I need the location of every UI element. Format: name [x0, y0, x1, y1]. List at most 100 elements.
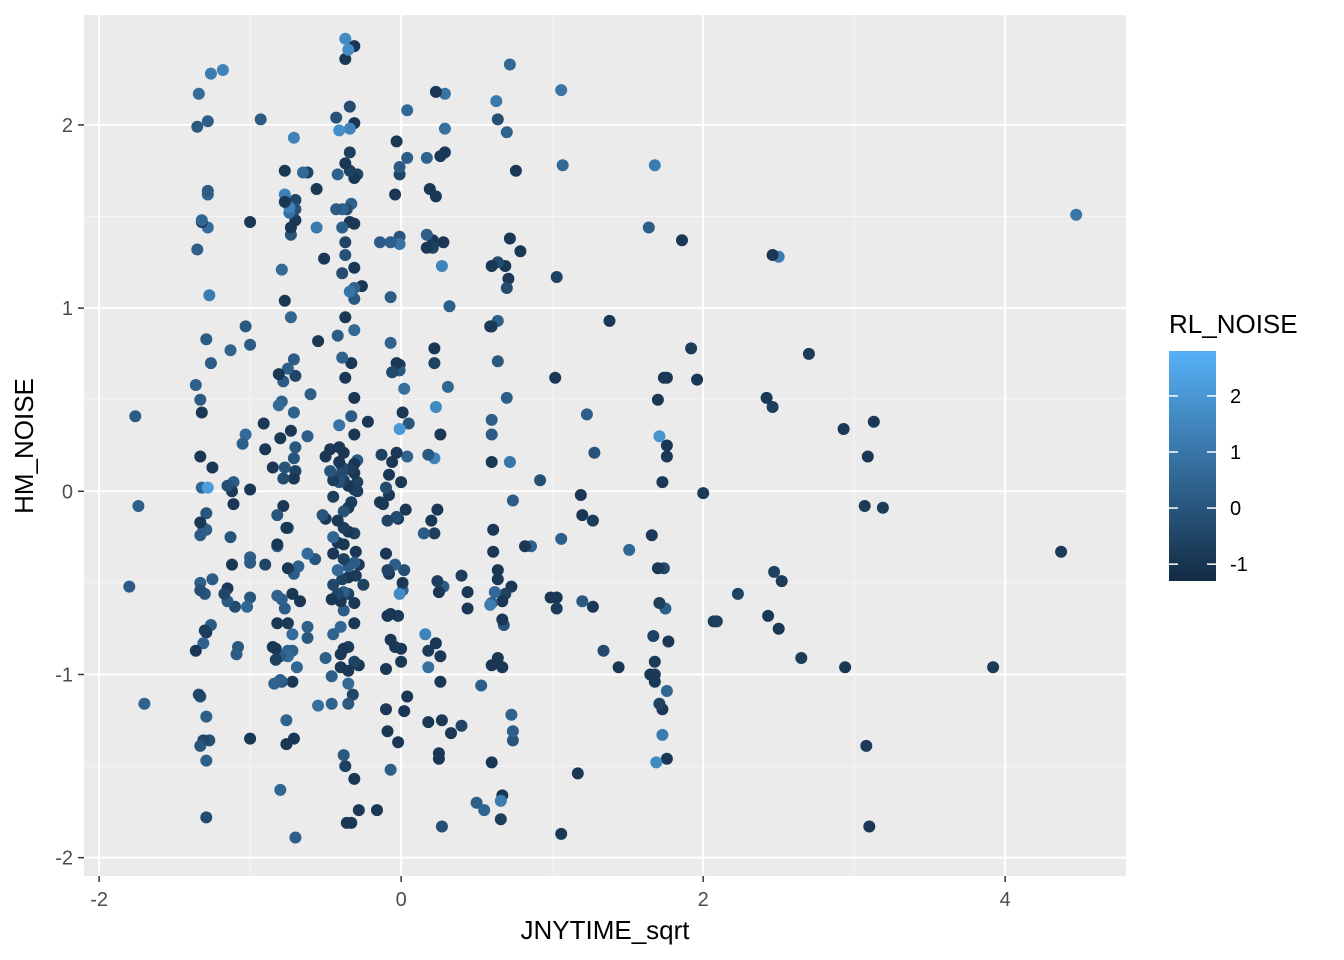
data-point: [506, 734, 519, 747]
data-point: [337, 505, 350, 518]
data-point: [339, 760, 352, 773]
data-point: [384, 291, 397, 304]
data-point: [278, 294, 291, 307]
data-point: [383, 468, 395, 481]
data-point: [194, 450, 207, 463]
data-point: [266, 461, 279, 474]
data-point: [277, 500, 290, 512]
data-point: [289, 369, 302, 382]
data-point: [485, 659, 498, 672]
data-point: [191, 120, 204, 133]
data-point: [401, 151, 414, 164]
legend-title: RL_NOISE: [1169, 309, 1298, 339]
data-point: [201, 184, 214, 197]
data-point: [343, 285, 356, 298]
data-point: [860, 739, 873, 752]
data-point: [221, 479, 234, 492]
data-point: [422, 661, 435, 674]
data-point: [348, 772, 361, 785]
data-point: [195, 214, 208, 227]
data-point: [435, 820, 448, 833]
data-point: [393, 423, 406, 435]
x-axis-ticks: -2 0 2 4: [90, 876, 1011, 911]
data-point: [386, 366, 399, 379]
data-point: [461, 586, 474, 599]
data-point: [333, 456, 346, 468]
data-point: [278, 195, 291, 208]
data-point: [331, 564, 344, 577]
data-point: [380, 481, 392, 494]
data-point: [656, 476, 669, 489]
data-point: [348, 428, 361, 441]
data-point: [272, 399, 285, 412]
data-point: [660, 752, 673, 765]
data-point: [244, 338, 257, 351]
data-point: [555, 84, 568, 97]
data-point: [425, 514, 438, 527]
data-point: [574, 489, 587, 501]
data-point: [419, 628, 432, 641]
data-point: [390, 446, 403, 459]
data-point: [327, 578, 340, 591]
data-point: [259, 443, 272, 456]
data-point: [491, 564, 504, 577]
data-point: [384, 633, 397, 646]
data-point: [429, 85, 442, 98]
data-point: [491, 355, 504, 368]
data-point: [484, 320, 497, 333]
data-point: [343, 146, 356, 159]
data-point: [327, 490, 340, 503]
legend-ticks: 2 1 0 -1: [1169, 386, 1248, 576]
data-point: [445, 727, 457, 740]
data-point: [490, 95, 503, 108]
data-point: [334, 620, 347, 633]
data-point: [224, 531, 237, 544]
data-point: [420, 241, 433, 254]
data-point: [340, 816, 353, 829]
data-point: [286, 675, 299, 688]
data-point: [325, 593, 338, 606]
data-point: [194, 393, 207, 406]
data-point: [443, 300, 456, 313]
data-point: [289, 441, 302, 454]
data-point: [331, 514, 344, 527]
data-point: [271, 509, 284, 522]
data-point: [287, 353, 300, 366]
grid-lines: [84, 15, 1126, 876]
data-point: [304, 388, 317, 401]
data-point: [278, 461, 291, 474]
data-point: [398, 382, 411, 395]
data-point: [432, 586, 445, 599]
data-point: [707, 615, 720, 628]
data-point: [491, 113, 504, 126]
data-point: [455, 719, 468, 732]
data-point: [333, 441, 346, 454]
y-axis-title: HM_NOISE: [9, 378, 39, 514]
y-tick-label: 1: [62, 298, 73, 320]
data-point: [339, 371, 352, 384]
data-point: [731, 587, 744, 600]
legend-tick-label: -1: [1230, 554, 1248, 576]
data-point: [349, 545, 362, 558]
data-point: [648, 159, 661, 172]
data-point: [189, 644, 202, 657]
data-point: [287, 406, 300, 419]
data-point: [339, 311, 352, 324]
data-point: [331, 168, 344, 181]
data-point: [653, 697, 666, 710]
data-point: [402, 417, 415, 430]
data-point: [224, 344, 237, 357]
data-point: [348, 617, 361, 630]
data-point: [287, 472, 300, 485]
data-point: [325, 670, 338, 683]
data-point: [398, 564, 411, 577]
data-point: [386, 456, 399, 468]
data-point: [274, 783, 287, 796]
data-point: [428, 357, 441, 370]
data-point: [795, 652, 808, 664]
data-point: [768, 565, 781, 578]
data-point: [339, 32, 352, 45]
data-point: [420, 151, 433, 164]
data-point: [330, 111, 343, 124]
